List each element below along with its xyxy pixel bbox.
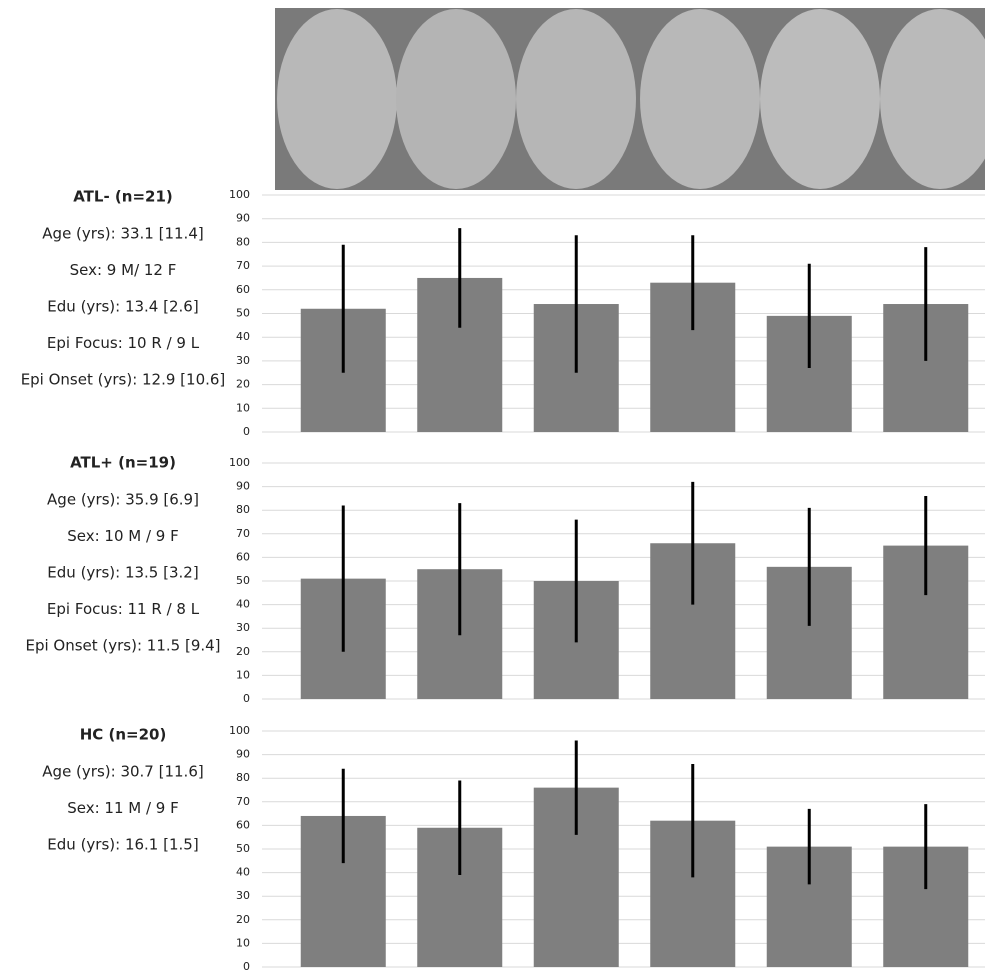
y-tick-label: 60 [236,283,250,296]
y-tick-label: 90 [236,748,250,761]
y-tick-label: 30 [236,354,250,367]
y-tick-label: 100 [229,724,250,737]
y-tick-label: 10 [236,668,250,681]
y-tick-label: 50 [236,842,250,855]
face-strip [275,8,985,190]
y-tick-label: 50 [236,307,250,320]
y-tick-label: 40 [236,866,250,879]
y-tick-label: 70 [236,259,250,272]
face [760,9,880,189]
y-tick-label: 60 [236,818,250,831]
y-tick-label: 100 [229,456,250,469]
y-tick-label: 30 [236,889,250,902]
y-tick-label: 40 [236,330,250,343]
y-tick-label: 70 [236,795,250,808]
y-tick-label: 40 [236,598,250,611]
y-tick-label: 0 [243,960,250,970]
panel-title: ATL- (n=21) [73,188,173,206]
group-info: Edu (yrs): 13.4 [2.6] [47,298,198,316]
panel-title: ATL+ (n=19) [70,454,176,472]
y-tick-label: 80 [236,771,250,784]
y-tick-label: 20 [236,378,250,391]
face [516,9,636,189]
y-tick-label: 60 [236,550,250,563]
group-info: Age (yrs): 35.9 [6.9] [47,491,199,509]
page: {"chart_data": [ {"type": "bar", "title"… [0,0,985,970]
y-tick-label: 70 [236,527,250,540]
face [640,9,760,189]
group-info: Epi Onset (yrs): 11.5 [9.4] [25,637,220,655]
y-tick-label: 50 [236,574,250,587]
y-tick-label: 90 [236,480,250,493]
figure: ATL- (n=21) Age (yrs): 33.1 [11.4] Sex: 9 … [0,0,985,970]
face [277,9,397,189]
group-info: Sex: 9 M/ 12 F [70,261,177,279]
group-info: Epi Focus: 10 R / 9 L [47,334,200,352]
y-tick-label: 30 [236,621,250,634]
group-info: Age (yrs): 33.1 [11.4] [42,225,203,243]
y-tick-label: 80 [236,235,250,248]
group-info: Sex: 10 M / 9 F [67,527,179,545]
group-info: Edu (yrs): 13.5 [3.2] [47,564,198,582]
y-tick-label: 90 [236,212,250,225]
y-tick-label: 10 [236,936,250,949]
group-info: Epi Onset (yrs): 12.9 [10.6] [21,371,226,389]
group-info: Epi Focus: 11 R / 8 L [47,600,200,618]
y-tick-label: 0 [243,692,250,705]
group-info: Edu (yrs): 16.1 [1.5] [47,836,198,854]
y-tick-label: 0 [243,425,250,438]
y-tick-label: 100 [229,188,250,201]
group-info: Sex: 11 M / 9 F [67,799,179,817]
y-tick-label: 10 [236,401,250,414]
y-tick-label: 20 [236,645,250,658]
y-tick-label: 20 [236,913,250,926]
group-info: Age (yrs): 30.7 [11.6] [42,763,203,781]
face [396,9,516,189]
panel-title: HC (n=20) [80,726,167,744]
y-tick-label: 80 [236,503,250,516]
